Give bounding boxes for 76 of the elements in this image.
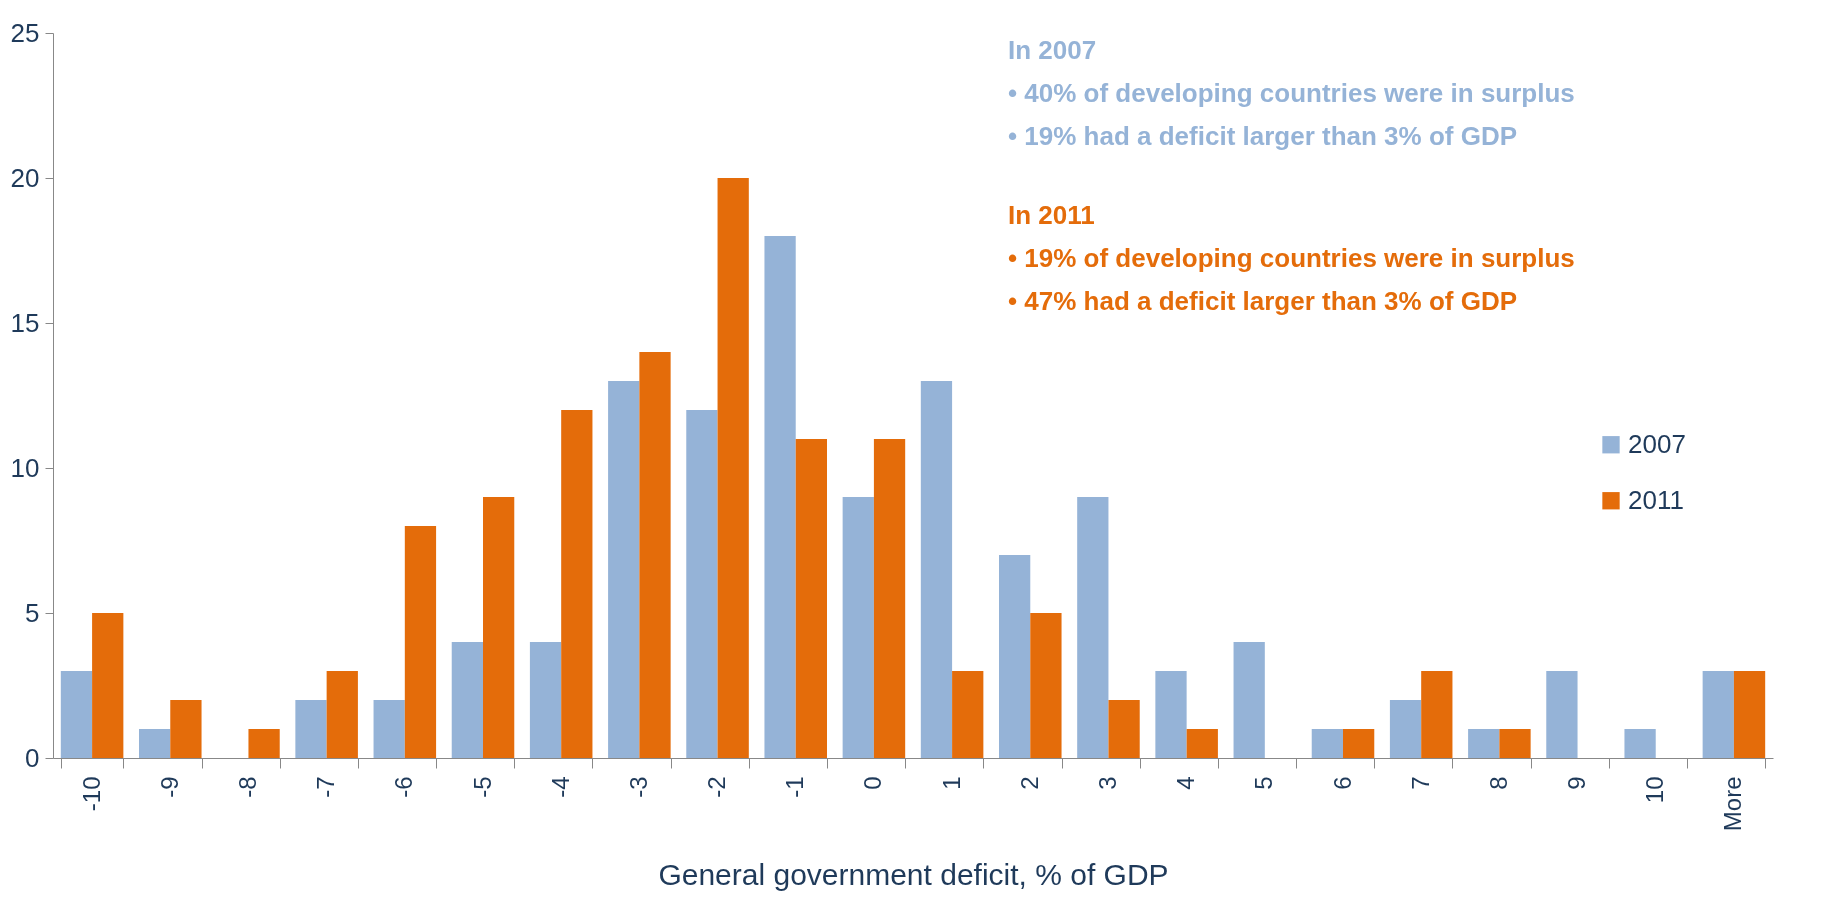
bar: [1233, 642, 1265, 758]
x-tick-label: 5: [1250, 776, 1278, 790]
bar: [295, 700, 327, 758]
bar: [139, 729, 171, 758]
bar: [248, 729, 280, 758]
annotation: In 2011: [1008, 200, 1095, 230]
y-tick-label: 10: [10, 452, 40, 483]
bar: [1499, 729, 1531, 758]
bar: [717, 178, 749, 758]
bar: [92, 613, 124, 758]
x-axis-title: General government deficit, % of GDP: [658, 858, 1169, 892]
x-tick-label: 2: [1015, 776, 1043, 790]
bar: [842, 497, 874, 758]
x-tick-label: 10: [1641, 776, 1669, 804]
bar: [1108, 700, 1140, 758]
bar: [1546, 671, 1578, 758]
annotation: • 19% of developing countries were in surplus: [1008, 243, 1575, 273]
bar: [170, 700, 202, 758]
x-tick-label: 7: [1406, 776, 1434, 790]
x-tick-label: 9: [1563, 776, 1591, 790]
y-tick-label: 5: [25, 597, 40, 628]
bar: [873, 439, 906, 758]
bar: [60, 671, 93, 758]
bar: [1733, 671, 1766, 758]
bar: [1702, 671, 1734, 758]
legend-label: 2007: [1628, 428, 1686, 459]
x-tick-label: -8: [233, 776, 261, 798]
x-tick-label: 6: [1328, 776, 1356, 790]
bar: [561, 410, 593, 758]
annotation: • 40% of developing countries were in surplus: [1008, 78, 1575, 108]
bar: [639, 352, 671, 758]
bar: [686, 410, 718, 758]
bar: [764, 236, 796, 758]
y-tick-label: 20: [10, 162, 40, 193]
bar: [1468, 729, 1500, 758]
bar: [920, 381, 953, 758]
bar: [1077, 497, 1109, 758]
x-tick-label: More: [1719, 776, 1747, 832]
bar: [1421, 671, 1453, 758]
bar: [483, 497, 515, 758]
bar: [326, 671, 358, 758]
bar: [529, 642, 562, 758]
bar: [1389, 700, 1422, 758]
annotation: • 47% had a deficit larger than 3% of GDP: [1008, 286, 1518, 316]
bar: [952, 671, 984, 758]
x-tick-label: -4: [546, 776, 574, 798]
x-tick-label: -10: [77, 776, 105, 812]
x-tick-label: 8: [1484, 776, 1512, 790]
bar: [1311, 729, 1343, 758]
bar: [451, 642, 483, 758]
legend-label: 2011: [1628, 484, 1684, 515]
bar: [1624, 729, 1656, 758]
annotation: In 2007: [1008, 35, 1097, 65]
bar: [795, 439, 827, 758]
x-tick-label: -5: [468, 776, 496, 798]
x-tick-label: 3: [1093, 776, 1121, 790]
x-tick-label: -2: [703, 776, 731, 798]
x-tick-label: -1: [781, 776, 809, 798]
bar: [1155, 671, 1187, 758]
x-tick-label: -3: [624, 776, 652, 798]
bar: [608, 381, 640, 758]
bar: [404, 526, 437, 758]
bar: [373, 700, 405, 758]
bar: [1186, 729, 1218, 758]
y-tick-label: 25: [10, 17, 40, 48]
x-tick-label: -6: [390, 776, 418, 798]
x-tick-label: 0: [859, 776, 887, 790]
bar: [1030, 613, 1062, 758]
x-tick-label: -9: [155, 776, 183, 798]
y-tick-label: 15: [10, 307, 40, 338]
bar: [1343, 729, 1375, 758]
x-tick-label: 4: [1172, 776, 1200, 790]
annotation: • 19% had a deficit larger than 3% of GDP: [1008, 121, 1518, 151]
x-tick-label: -7: [312, 776, 340, 798]
x-tick-label: 1: [937, 776, 965, 790]
bar: [999, 555, 1031, 758]
